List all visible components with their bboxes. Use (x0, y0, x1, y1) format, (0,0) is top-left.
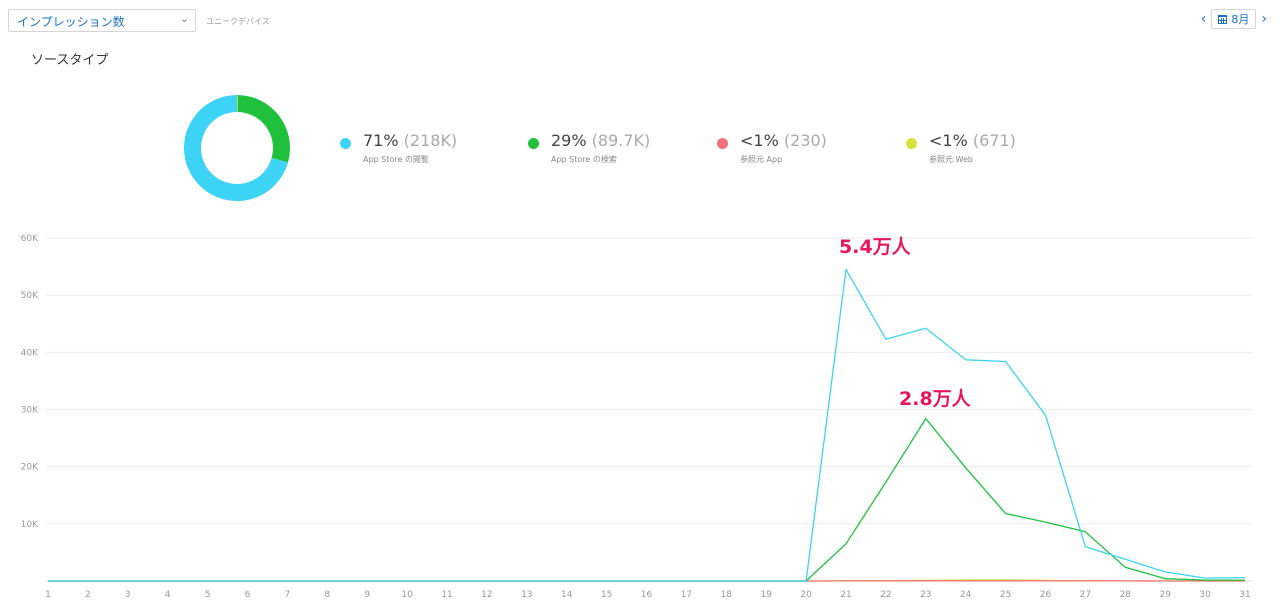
legend-dot-browse (340, 138, 351, 149)
x-tick-label: 2 (85, 590, 91, 600)
legend-value-referral-app: <1% (230) (740, 131, 827, 150)
legend-percent: 29% (551, 131, 587, 150)
x-tick-label: 20 (800, 590, 812, 600)
legend-count: (89.7K) (591, 131, 651, 150)
y-tick-label: 40K (21, 348, 39, 358)
x-tick-label: 24 (960, 590, 972, 600)
legend-value-referral-web: <1% (671) (929, 131, 1016, 150)
x-tick-label: 21 (840, 590, 851, 600)
legend-label: App Store の閲覧 (363, 155, 429, 164)
month-navigator: ‹ 8月 › (1196, 9, 1272, 29)
x-tick-label: 12 (481, 590, 492, 600)
x-tick-label: 26 (1040, 590, 1052, 600)
legend-percent: <1% (740, 131, 779, 150)
y-tick-label: 60K (21, 234, 39, 244)
metric-dropdown[interactable]: インプレッション数 ⌄ (8, 9, 196, 32)
x-tick-label: 7 (285, 590, 291, 600)
x-tick-label: 11 (441, 590, 452, 600)
chevron-down-icon: ⌄ (179, 12, 189, 25)
x-tick-label: 17 (681, 590, 692, 600)
legend-count: (230) (783, 131, 827, 150)
x-tick-label: 13 (521, 590, 532, 600)
x-tick-label: 14 (561, 590, 573, 600)
x-tick-label: 4 (165, 590, 171, 600)
legend-count: (671) (972, 131, 1016, 150)
series-line-search (48, 417, 1245, 582)
metric-dropdown-label: インプレッション数 (17, 15, 125, 29)
x-tick-label: 3 (125, 590, 131, 600)
series-line-browse (48, 268, 1246, 582)
x-tick-label: 6 (245, 590, 251, 600)
legend-count: (218K) (403, 131, 458, 150)
x-tick-label: 15 (601, 590, 612, 600)
x-tick-label: 19 (760, 590, 772, 600)
legend-dot-search (528, 138, 539, 149)
x-tick-label: 16 (641, 590, 653, 600)
donut-slice-search (237, 95, 290, 163)
x-tick-label: 10 (401, 590, 413, 600)
x-tick-label: 28 (1120, 590, 1132, 600)
donut-slice-browse (184, 95, 289, 201)
y-tick-label: 10K (21, 520, 39, 530)
section-title: ソースタイプ (31, 53, 109, 68)
month-label: 8月 (1231, 13, 1250, 26)
annotation-peak-browse: 5.4万人 (839, 236, 911, 258)
x-tick-label: 31 (1239, 590, 1250, 600)
x-tick-label: 30 (1199, 590, 1211, 600)
chevron-left-icon[interactable]: ‹ (1200, 11, 1207, 27)
legend-label: 参照元 Web (929, 155, 973, 164)
legend-dot-referral-app (717, 138, 728, 149)
chevron-right-icon[interactable]: › (1261, 11, 1267, 27)
x-tick-label: 27 (1080, 590, 1091, 600)
y-tick-label: 20K (21, 463, 39, 473)
x-tick-label: 25 (1000, 590, 1011, 600)
legend-value-search: 29% (89.7K) (551, 131, 650, 150)
x-tick-label: 5 (205, 590, 211, 600)
y-tick-label: 30K (21, 406, 39, 416)
legend-percent: <1% (929, 131, 968, 150)
legend-label: App Store の検索 (551, 155, 617, 164)
x-tick-label: 23 (920, 590, 931, 600)
legend-percent: 71% (363, 131, 399, 150)
x-tick-label: 1 (45, 590, 51, 600)
donut-slice-referral-web (237, 95, 238, 113)
calendar-icon (1218, 14, 1228, 24)
x-tick-label: 18 (721, 590, 733, 600)
legend-dot-referral-web (906, 138, 917, 149)
metric-subtitle: ユニークデバイス (206, 17, 270, 26)
x-tick-label: 8 (324, 590, 330, 600)
month-picker[interactable]: 8月 (1211, 9, 1257, 29)
y-tick-label: 50K (21, 291, 39, 301)
x-tick-label: 9 (364, 590, 370, 600)
annotation-peak-search: 2.8万人 (899, 388, 971, 410)
source-type-donut-chart (184, 95, 290, 201)
legend-value-browse: 71% (218K) (363, 131, 457, 150)
legend-label: 参照元 App (740, 155, 783, 164)
x-tick-label: 29 (1159, 590, 1171, 600)
x-tick-label: 22 (880, 590, 891, 600)
